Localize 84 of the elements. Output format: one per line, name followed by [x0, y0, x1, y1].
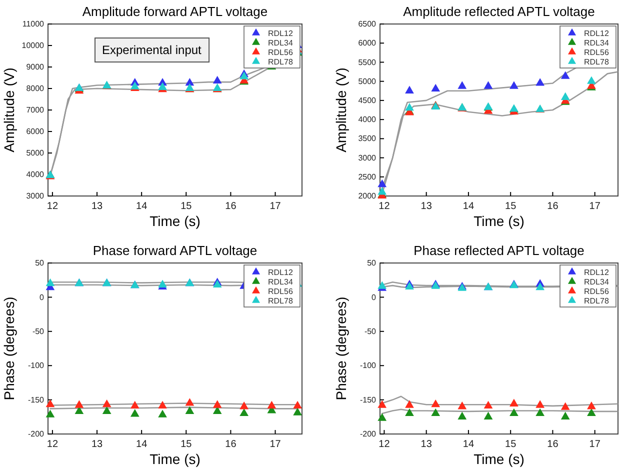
- y-tick-label: 6500: [358, 20, 377, 29]
- chart-title: Amplitude reflected APTL voltage: [403, 4, 595, 19]
- y-tick-label: 8000: [26, 84, 45, 94]
- x-tick-label: 16: [225, 201, 237, 212]
- legend-label: RDL34: [268, 38, 294, 48]
- y-tick-label: -150: [28, 395, 45, 404]
- y-tick-label: 50: [35, 258, 45, 268]
- y-tick-label: 11000: [22, 20, 45, 29]
- y-tick-label: 2500: [358, 172, 377, 182]
- x-tick-label: 15: [180, 201, 192, 212]
- y-tick-label: 4000: [358, 115, 377, 124]
- y-tick-label: -200: [360, 430, 377, 439]
- x-tick-label: 13: [91, 439, 104, 450]
- x-tick-label: 16: [547, 201, 559, 212]
- y-tick-label: 0: [372, 292, 377, 302]
- y-tick-label: 3000: [26, 192, 45, 201]
- chart-title: Amplitude forward APTL voltage: [82, 4, 268, 19]
- legend-label: RDL12: [268, 268, 294, 277]
- legend-label: RDL56: [584, 48, 610, 57]
- y-tick-label: 4500: [358, 96, 377, 106]
- x-axis-title: Time (s): [150, 213, 200, 229]
- y-tick-label: 2000: [358, 192, 377, 201]
- annotation: Experimental input: [102, 43, 202, 57]
- x-axis-title: Time (s): [474, 451, 524, 467]
- x-tick-label: 17: [270, 201, 282, 212]
- y-tick-label: -50: [364, 326, 377, 336]
- x-tick-label: 14: [136, 201, 148, 212]
- x-tick-label: 14: [462, 201, 474, 212]
- x-tick-label: 17: [270, 439, 282, 450]
- x-tick-label: 12: [46, 439, 58, 450]
- x-tick-label: 15: [505, 201, 517, 212]
- y-tick-label: 9000: [26, 62, 45, 72]
- x-tick-label: 13: [91, 201, 104, 212]
- legend-label: RDL12: [584, 29, 610, 38]
- x-tick-label: 17: [589, 201, 601, 212]
- legend-label: RDL12: [584, 268, 610, 277]
- chart-title: Phase forward APTL voltage: [92, 243, 258, 258]
- x-tick-label: 17: [589, 439, 601, 450]
- x-tick-label: 14: [136, 439, 148, 450]
- y-tick-label: 10000: [22, 41, 45, 50]
- y-tick-label: 6000: [358, 38, 377, 48]
- y-tick-label: 7000: [26, 106, 45, 115]
- x-tick-label: 15: [505, 439, 517, 450]
- x-tick-label: 12: [378, 439, 390, 450]
- x-tick-label: 16: [547, 439, 559, 450]
- y-tick-label: 50: [367, 258, 377, 268]
- y-axis-title: Phase (degrees): [333, 296, 349, 400]
- legend-label: RDL34: [584, 38, 610, 48]
- legend-label: RDL34: [268, 278, 294, 286]
- y-tick-label: 3000: [358, 153, 377, 162]
- legend-label: RDL78: [268, 296, 294, 306]
- y-tick-label: 3500: [358, 134, 377, 144]
- y-axis-title: Phase (degrees): [1, 296, 17, 400]
- x-tick-label: 14: [462, 439, 474, 450]
- x-tick-label: 12: [46, 201, 58, 212]
- y-tick-label: 4000: [26, 170, 45, 180]
- y-tick-label: 5000: [26, 148, 45, 158]
- y-axis-title: Amplitude (V): [333, 68, 349, 152]
- x-tick-label: 13: [420, 201, 432, 212]
- legend-label: RDL78: [584, 58, 610, 66]
- x-axis-title: Time (s): [150, 451, 200, 467]
- y-tick-label: -150: [360, 395, 377, 404]
- y-tick-label: -100: [28, 361, 45, 370]
- x-tick-label: 16: [225, 439, 237, 450]
- legend-label: RDL78: [584, 296, 610, 306]
- y-axis-title: Amplitude (V): [1, 68, 17, 152]
- y-tick-label: 0: [40, 292, 45, 302]
- y-tick-label: -100: [360, 361, 377, 370]
- legend-label: RDL12: [268, 29, 294, 38]
- chart-title: Phase reflected APTL voltage: [414, 243, 584, 258]
- y-tick-label: 6000: [26, 127, 45, 136]
- x-tick-label: 12: [378, 201, 390, 212]
- y-tick-label: 5500: [358, 58, 377, 67]
- y-tick-label: -50: [32, 326, 45, 336]
- legend-label: RDL34: [584, 278, 610, 286]
- x-tick-label: 13: [420, 439, 432, 450]
- y-tick-label: 5000: [358, 76, 377, 86]
- x-tick-label: 15: [180, 439, 192, 450]
- y-tick-label: -200: [28, 430, 45, 439]
- legend-label: RDL56: [268, 287, 294, 296]
- legend-label: RDL56: [268, 48, 294, 57]
- legend-label: RDL78: [268, 58, 294, 66]
- legend-label: RDL56: [584, 287, 610, 296]
- x-axis-title: Time (s): [474, 213, 524, 229]
